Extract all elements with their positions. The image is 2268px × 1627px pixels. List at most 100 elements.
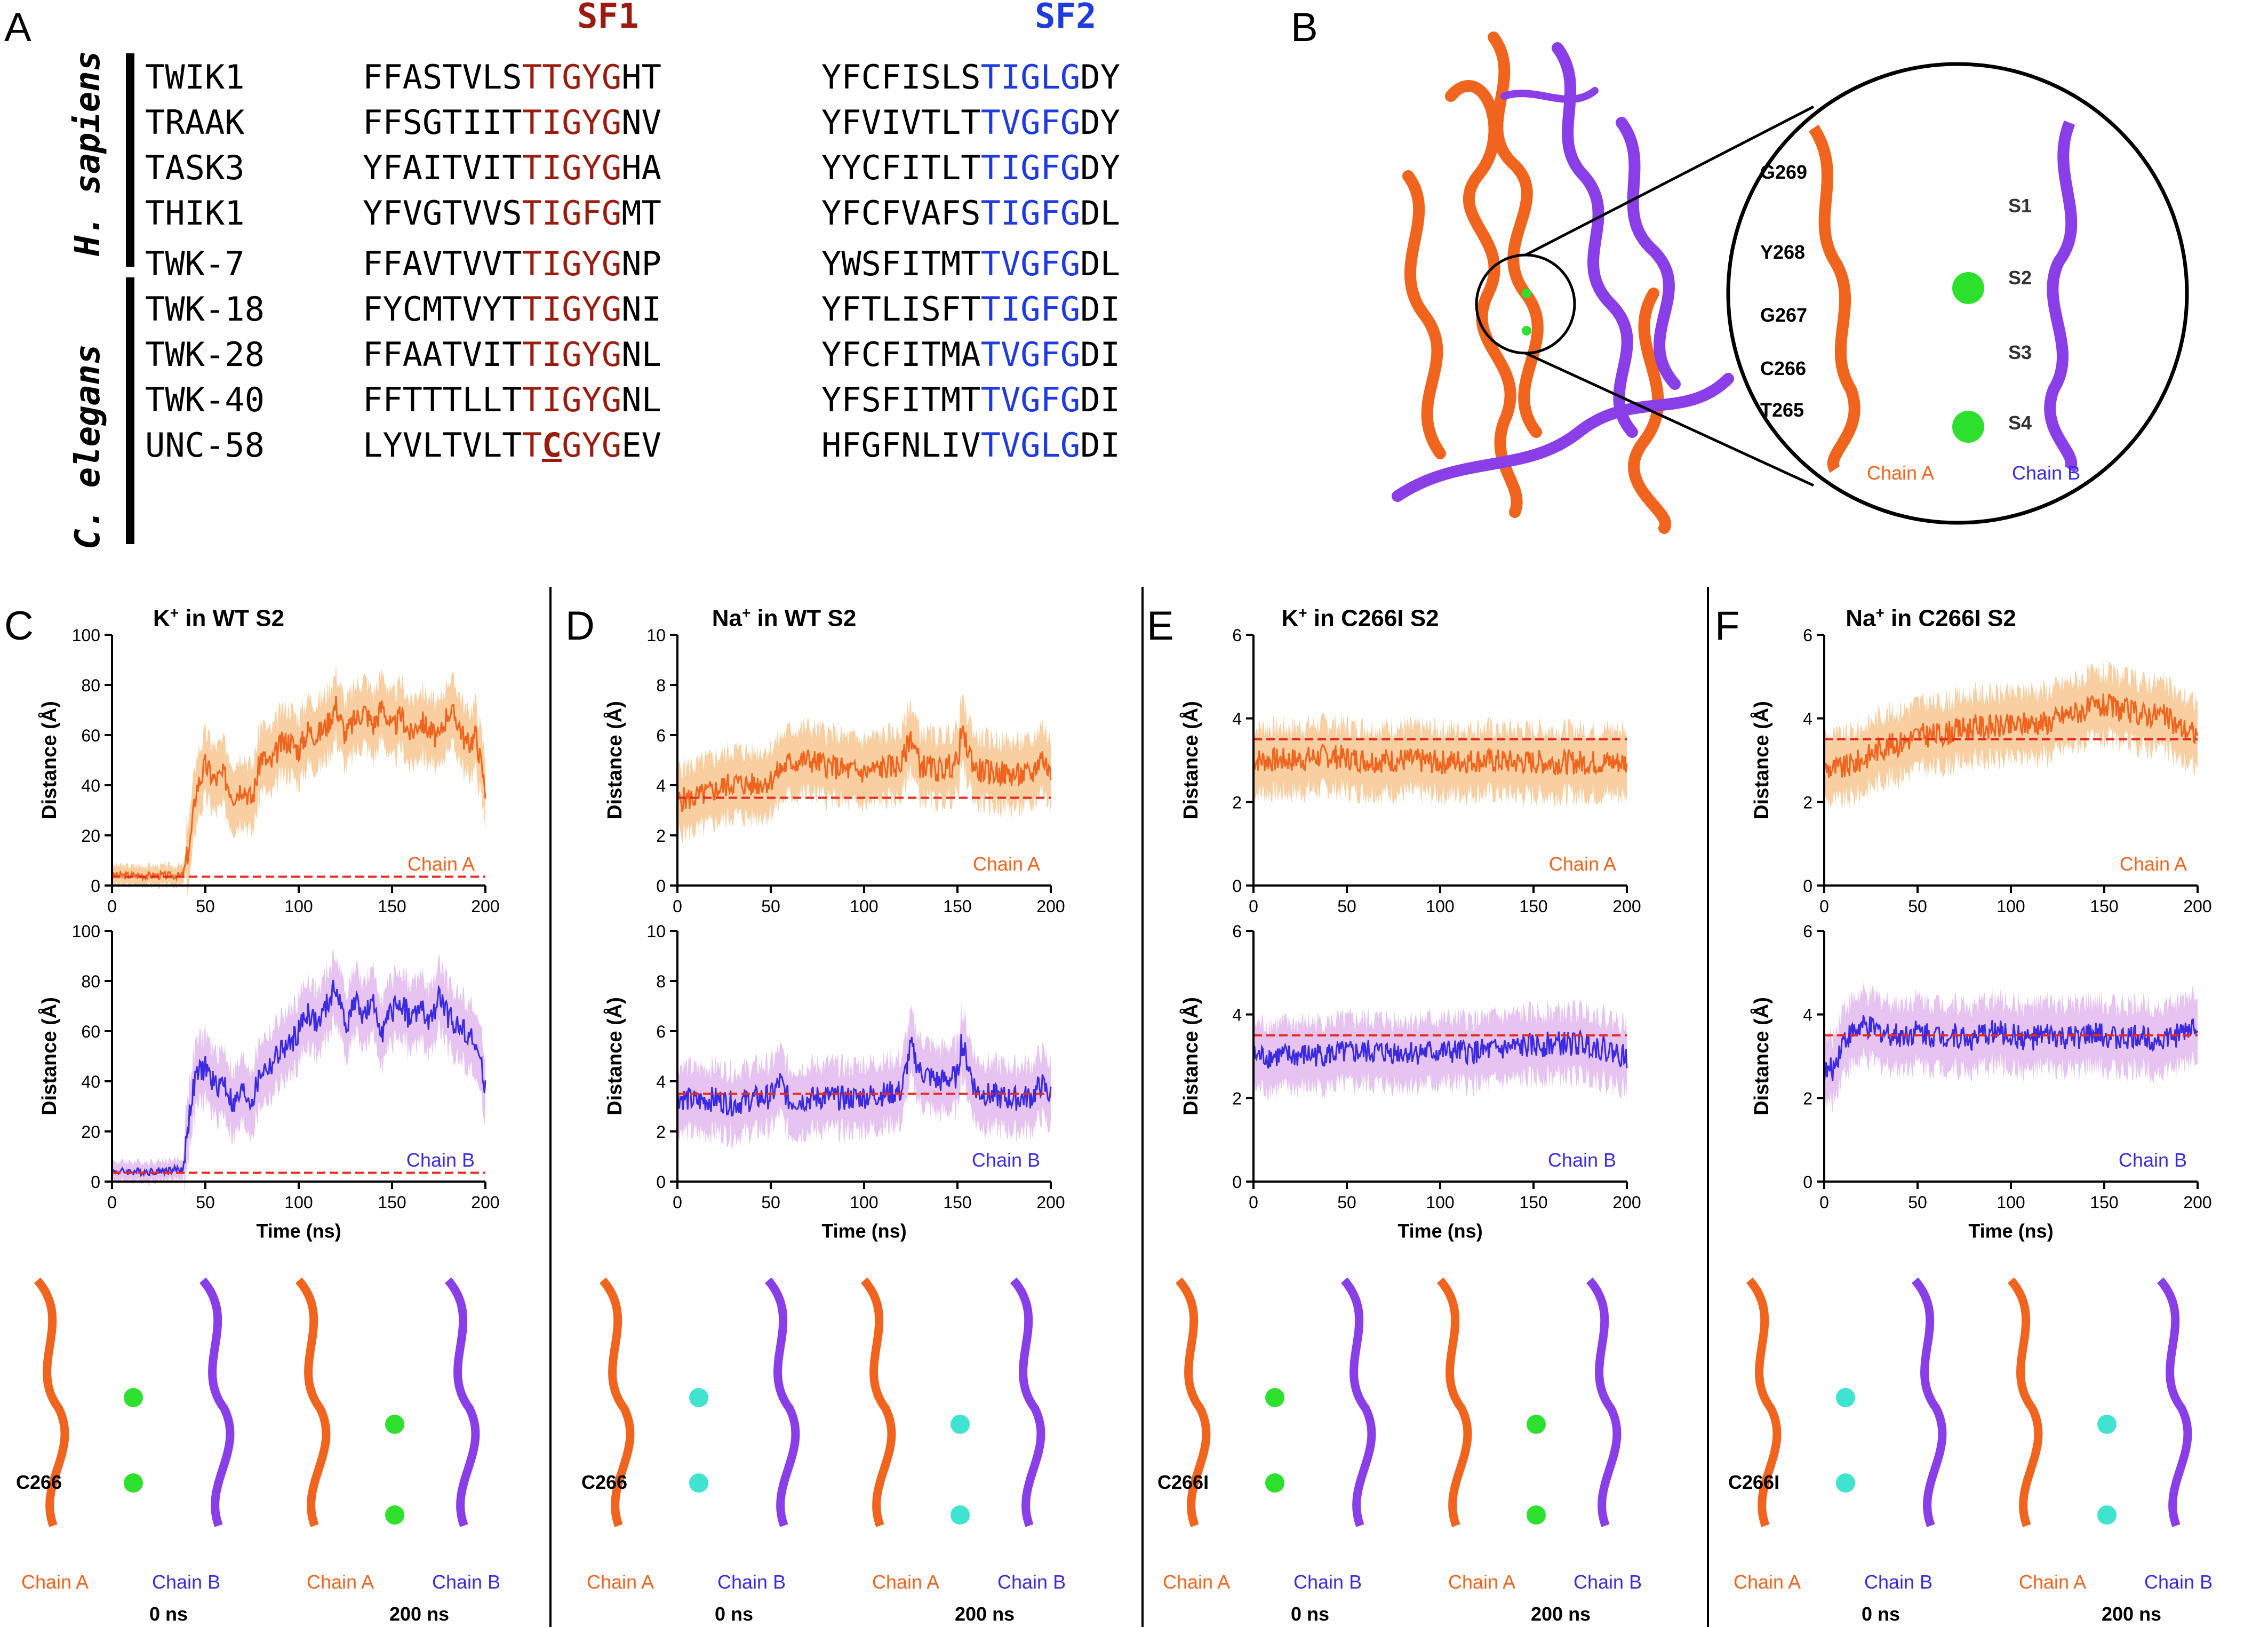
- series-line: [1252, 743, 1628, 776]
- residue-label: C266: [1760, 357, 1807, 379]
- panel-label-b: B: [1291, 5, 1318, 50]
- sf2-sequence: YYCFITLTTIGFGDY: [821, 148, 1120, 187]
- x-tick-label: 150: [1519, 897, 1547, 916]
- x-tick-label: 0: [1249, 1193, 1258, 1212]
- gene-name: TWK-7: [145, 244, 245, 283]
- x-tick-label: 150: [943, 1193, 971, 1212]
- y-tick-label: 6: [656, 1022, 666, 1041]
- site-label: S2: [2008, 267, 2032, 289]
- series-line: [676, 725, 1052, 812]
- y-tick-label: 0: [1803, 876, 1812, 896]
- chain-b-label: Chain B: [717, 1571, 786, 1593]
- y-axis-label: Distance (Å): [1179, 701, 1202, 819]
- y-tick-label: 0: [91, 1173, 100, 1192]
- x-tick-label: 0: [673, 1193, 682, 1212]
- sf2-sequence: HFGFNLIVTVGLGDI: [821, 426, 1120, 465]
- chain-b-label: Chain B: [432, 1571, 501, 1593]
- x-tick-label: 150: [943, 897, 971, 916]
- y-axis-label: Distance (Å): [37, 701, 61, 819]
- chain-b-label: Chain B: [2012, 462, 2081, 484]
- y-tick-label: 2: [1803, 793, 1812, 812]
- x-tick-label: 50: [761, 1193, 780, 1212]
- y-tick-label: 10: [646, 626, 666, 645]
- x-tick-label: 150: [1519, 1193, 1547, 1212]
- y-axis-label: Distance (Å): [37, 997, 61, 1115]
- x-tick-label: 0: [107, 897, 117, 916]
- panel-label-f: F: [1715, 603, 1740, 649]
- residue-label: G267: [1760, 304, 1808, 326]
- chain-a-label: Chain A: [1448, 1571, 1516, 1593]
- residue-label: C266: [581, 1471, 628, 1493]
- std-band: [1253, 712, 1627, 808]
- y-tick-label: 2: [656, 1122, 666, 1142]
- y-axis-label: Distance (Å): [603, 997, 626, 1115]
- y-axis-label: Distance (Å): [1750, 997, 1773, 1115]
- site-label: S3: [2008, 341, 2032, 363]
- gene-name: TRAAK: [145, 103, 245, 142]
- panel-label-e: E: [1147, 603, 1174, 649]
- sf2-header: SF2: [1035, 0, 1097, 36]
- x-tick-label: 50: [1337, 1193, 1356, 1212]
- x-tick-label: 50: [196, 1193, 215, 1212]
- x-tick-label: 200: [1612, 1193, 1641, 1212]
- x-tick-label: 100: [850, 1193, 878, 1212]
- species-bar-human: [126, 53, 134, 267]
- x-tick-label: 100: [284, 897, 313, 916]
- y-tick-label: 60: [81, 1022, 100, 1041]
- y-tick-label: 2: [1232, 793, 1242, 812]
- y-tick-label: 6: [1232, 626, 1242, 645]
- x-tick-label: 0: [1819, 1193, 1829, 1212]
- panel-label-d: D: [565, 603, 595, 649]
- x-axis-label: Time (ns): [1968, 1220, 2053, 1242]
- residue-label: T265: [1760, 399, 1804, 421]
- time-label: 200 ns: [955, 1603, 1015, 1625]
- y-tick-label: 0: [91, 876, 100, 896]
- sf1-sequence: FFAATVITTIGYGNL: [363, 335, 661, 374]
- x-tick-label: 100: [1426, 897, 1454, 916]
- sf1-sequence: FFSGTIITTIGYGNV: [363, 103, 661, 142]
- chart-c-chain-a: 0 20 40 60 80 100 0 50 100 150 200 Distance (Å) Chai…: [37, 626, 500, 916]
- x-tick-label: 200: [471, 1193, 499, 1212]
- residue-label: Y268: [1760, 241, 1806, 263]
- sf2-sequence: YFTLISFTTIGFGDI: [821, 290, 1120, 329]
- sf1-sequence: YFVGTVVSTIGFGMT: [363, 194, 661, 233]
- chain-b-label: Chain B: [1293, 1571, 1362, 1593]
- chart-title: Na+ in C266I S2: [1846, 604, 2016, 632]
- chain-b-label: Chain B: [997, 1571, 1066, 1593]
- sf1-sequence: LYVLTVLTTCGYGEV: [363, 426, 661, 465]
- chart-c-chain-b: 0 20 40 60 80 100 0 50 100 150 200 Distance (Å) Time…: [37, 922, 500, 1242]
- chain-b-label: Chain B: [152, 1571, 221, 1593]
- y-tick-label: 6: [1803, 922, 1812, 941]
- x-tick-label: 50: [196, 897, 215, 916]
- x-tick-label: 100: [1997, 897, 2025, 916]
- y-tick-label: 4: [656, 1072, 666, 1091]
- y-tick-label: 6: [656, 726, 666, 745]
- snapshot-images: [1746, 1277, 2192, 1527]
- series-line: [676, 1034, 1052, 1116]
- chain-b-label: Chain B: [1574, 1571, 1642, 1593]
- gene-name: TWK-28: [145, 335, 265, 374]
- chain-a-label: Chain A: [587, 1571, 654, 1593]
- x-tick-label: 150: [2090, 897, 2118, 916]
- chain-label: Chain A: [2120, 853, 2187, 875]
- y-tick-label: 0: [1232, 1173, 1242, 1192]
- snapshot-images: [599, 1277, 1045, 1527]
- sf1-header: SF1: [577, 0, 639, 36]
- y-tick-label: 20: [81, 1122, 100, 1142]
- time-label: 200 ns: [1531, 1603, 1591, 1625]
- y-tick-label: 2: [656, 826, 666, 846]
- x-tick-label: 200: [471, 897, 499, 916]
- divider-cd: [549, 587, 552, 1627]
- x-tick-label: 50: [761, 897, 780, 916]
- chain-a-label: Chain A: [1867, 462, 1935, 484]
- x-tick-label: 100: [1426, 1193, 1454, 1212]
- species-label-worm: C. elegans: [68, 344, 108, 549]
- y-tick-label: 80: [81, 972, 100, 991]
- x-tick-label: 100: [850, 897, 878, 916]
- time-label: 200 ns: [389, 1603, 450, 1625]
- x-tick-label: 150: [378, 897, 406, 916]
- x-tick-label: 0: [1249, 897, 1258, 916]
- chain-a-label: Chain A: [307, 1571, 374, 1593]
- x-tick-label: 200: [2183, 897, 2211, 916]
